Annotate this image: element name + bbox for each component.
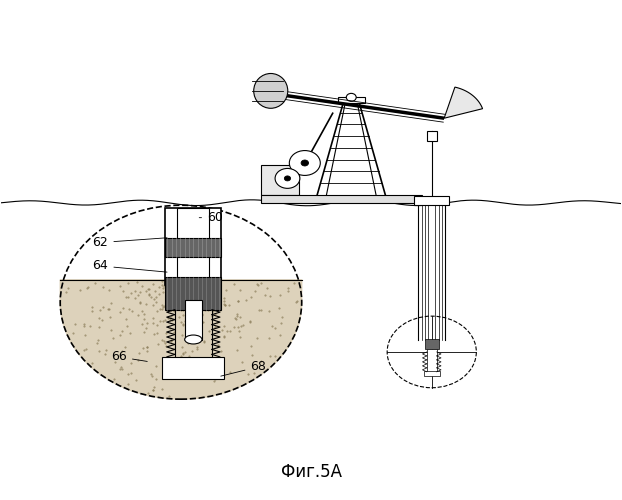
- Bar: [427, 130, 437, 140]
- Bar: [165, 238, 221, 258]
- Text: 64: 64: [93, 260, 167, 272]
- Text: 66: 66: [111, 350, 147, 364]
- Circle shape: [275, 168, 300, 188]
- Ellipse shape: [254, 74, 288, 108]
- Bar: [165, 278, 221, 310]
- Text: 62: 62: [93, 236, 167, 249]
- Circle shape: [301, 160, 309, 166]
- Bar: [177, 208, 210, 285]
- Bar: [261, 165, 299, 195]
- Bar: [424, 371, 440, 376]
- Bar: [185, 300, 202, 340]
- Text: 60: 60: [199, 211, 223, 224]
- Polygon shape: [60, 280, 302, 399]
- Text: 68: 68: [221, 360, 266, 376]
- Bar: [414, 196, 449, 205]
- Bar: [338, 98, 365, 103]
- Text: Фиг.5А: Фиг.5А: [281, 463, 341, 481]
- Circle shape: [289, 150, 320, 176]
- Bar: [162, 357, 225, 380]
- Bar: [165, 208, 221, 285]
- Polygon shape: [444, 87, 483, 118]
- Bar: [425, 338, 439, 349]
- Circle shape: [284, 176, 290, 181]
- Bar: [261, 195, 422, 203]
- Ellipse shape: [185, 335, 202, 344]
- Bar: [427, 350, 437, 372]
- Circle shape: [346, 94, 356, 102]
